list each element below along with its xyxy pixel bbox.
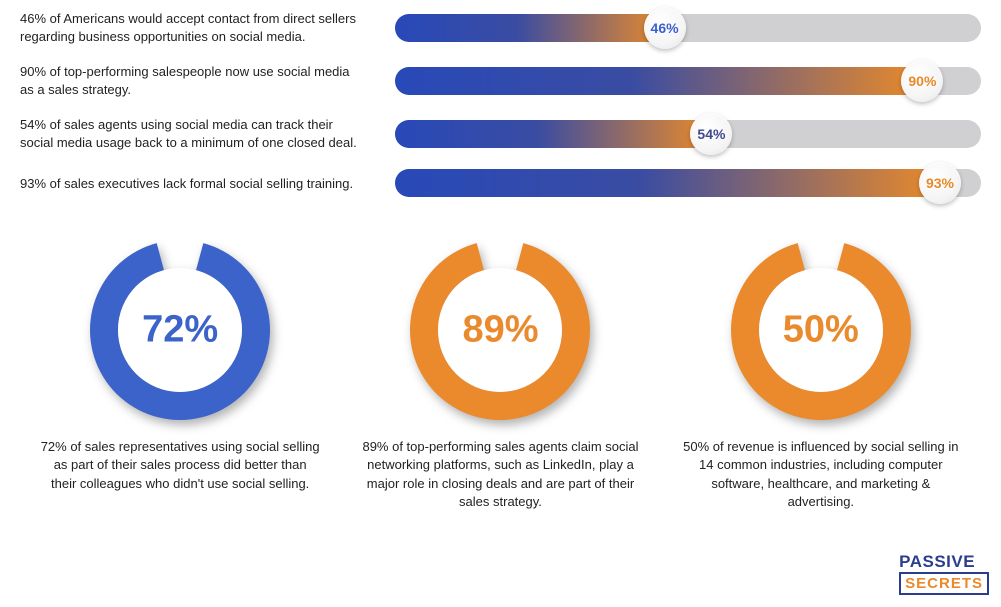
bar-row: 46% of Americans would accept contact fr…	[20, 10, 981, 45]
bar-value-badge: 93%	[919, 162, 961, 204]
bar-track: 54%	[395, 120, 981, 148]
bar-fill	[395, 14, 665, 42]
bar-value-badge: 54%	[690, 113, 732, 155]
bar-fill	[395, 120, 711, 148]
logo-line1: PASSIVE	[899, 553, 989, 570]
bar-row: 93% of sales executives lack formal soci…	[20, 169, 981, 197]
donut-chart: 72%	[90, 240, 270, 420]
bar-track: 46%	[395, 14, 981, 42]
brand-logo: PASSIVE SECRETS	[899, 553, 989, 595]
donut-block: 89% 89% of top-performing sales agents cl…	[355, 240, 645, 511]
donut-value: 50%	[783, 309, 859, 352]
bar-label: 90% of top-performing salespeople now us…	[20, 63, 365, 98]
bar-row: 54% of sales agents using social media c…	[20, 116, 981, 151]
donut-caption: 89% of top-performing sales agents claim…	[355, 438, 645, 511]
donut-block: 50% 50% of revenue is influenced by socia…	[676, 240, 966, 511]
bar-row: 90% of top-performing salespeople now us…	[20, 63, 981, 98]
donut-chart: 89%	[410, 240, 590, 420]
bar-label: 93% of sales executives lack formal soci…	[20, 175, 365, 193]
bar-track: 93%	[395, 169, 981, 197]
horizontal-bars-chart: 46% of Americans would accept contact fr…	[0, 0, 1001, 197]
bar-value-badge: 90%	[901, 60, 943, 102]
bar-value-badge: 46%	[644, 7, 686, 49]
donut-chart: 50%	[731, 240, 911, 420]
donut-charts-row: 72% 72% of sales representatives using so…	[0, 215, 1001, 511]
bar-track: 90%	[395, 67, 981, 95]
donut-caption: 50% of revenue is influenced by social s…	[676, 438, 966, 511]
logo-line2: SECRETS	[899, 572, 989, 595]
donut-value: 89%	[462, 309, 538, 352]
bar-fill	[395, 67, 922, 95]
bar-label: 46% of Americans would accept contact fr…	[20, 10, 365, 45]
bar-label: 54% of sales agents using social media c…	[20, 116, 365, 151]
bar-fill	[395, 169, 940, 197]
donut-block: 72% 72% of sales representatives using so…	[35, 240, 325, 511]
donut-caption: 72% of sales representatives using socia…	[35, 438, 325, 493]
donut-value: 72%	[142, 309, 218, 352]
